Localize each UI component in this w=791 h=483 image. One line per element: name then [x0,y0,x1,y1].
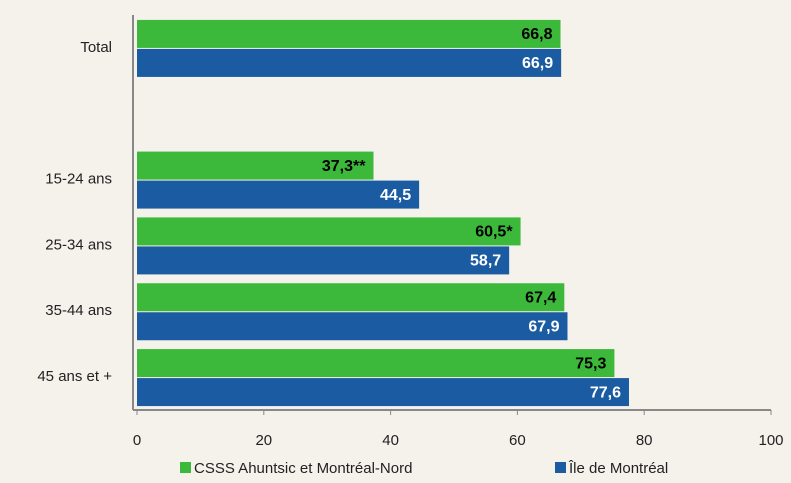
data-label: 44,5 [380,187,411,204]
bar [137,48,562,77]
x-tick-label: 100 [758,432,783,449]
bar [137,246,510,275]
data-label: 60,5* [475,224,513,241]
data-label: 66,9 [522,55,553,72]
x-tick-label: 0 [133,432,141,449]
data-label: 37,3** [322,158,366,175]
y-tick-label: 15-24 ans [45,171,112,188]
legend-label: Île de Montréal [568,460,668,477]
bar [137,217,521,246]
bar [137,349,615,378]
data-label: 58,7 [470,253,501,270]
y-tick-label: 25-34 ans [45,236,112,253]
y-tick-label: Total [80,39,112,56]
bar [137,19,561,48]
y-tick-label: 35-44 ans [45,302,112,319]
bar [137,180,420,209]
legend-swatch [180,462,191,473]
bar [137,312,568,341]
data-label: 77,6 [590,384,621,401]
legend-swatch [555,462,566,473]
bar [137,151,374,180]
bar [137,283,565,312]
data-label: 67,9 [528,318,559,335]
y-tick-label: 45 ans et + [37,368,112,385]
data-label: 75,3 [575,355,606,372]
x-tick-label: 80 [636,432,653,449]
x-tick-label: 20 [255,432,272,449]
data-label: 66,8 [521,26,552,43]
data-label: 67,4 [525,289,556,306]
x-tick-label: 60 [509,432,526,449]
x-tick-label: 40 [382,432,399,449]
bar [137,378,629,407]
legend-label: CSSS Ahuntsic et Montréal-Nord [194,460,412,477]
